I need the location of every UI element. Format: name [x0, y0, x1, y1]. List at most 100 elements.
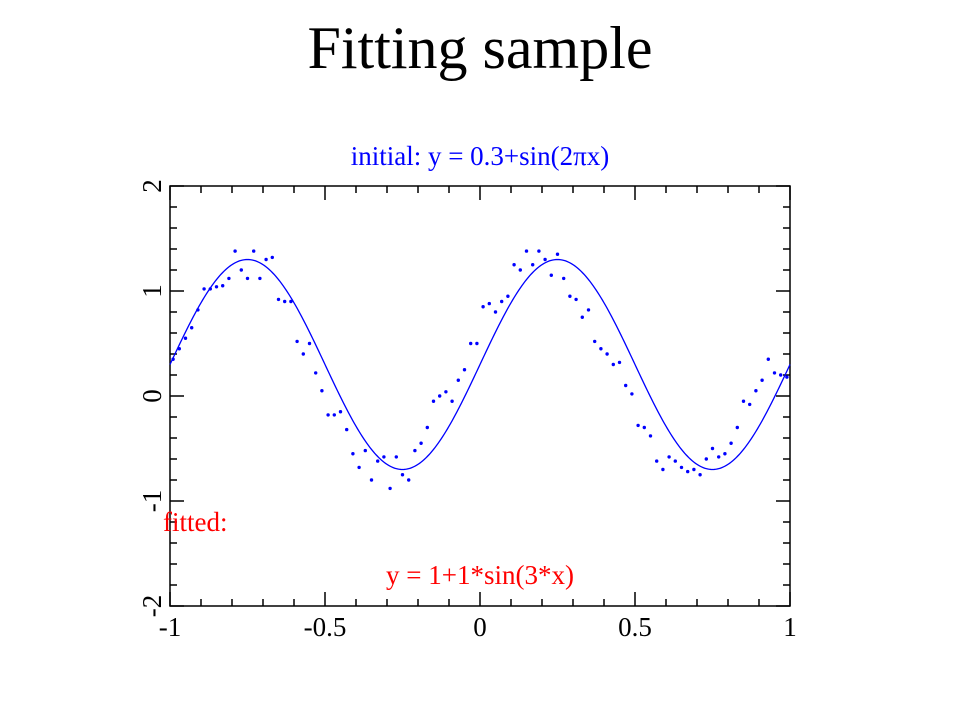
- data-point: [245, 276, 250, 281]
- data-point: [276, 297, 281, 302]
- data-point: [407, 478, 411, 482]
- data-point: [624, 383, 628, 388]
- data-point: [252, 249, 256, 253]
- data-point: [382, 455, 386, 459]
- data-point: [301, 352, 305, 356]
- data-point: [679, 465, 684, 470]
- data-point: [320, 389, 324, 393]
- data-point: [425, 425, 429, 430]
- data-point: [208, 287, 212, 291]
- data-points: [171, 249, 789, 491]
- data-point: [221, 284, 225, 288]
- data-point: [227, 276, 231, 281]
- data-point: [475, 341, 479, 346]
- data-point: [394, 455, 398, 459]
- data-point: [729, 441, 733, 445]
- fitted-label: fitted:: [163, 507, 227, 537]
- data-point: [611, 362, 615, 367]
- data-point: [270, 255, 274, 260]
- data-point: [642, 425, 646, 430]
- data-point: [258, 276, 262, 281]
- data-point: [574, 297, 578, 302]
- data-point: [636, 423, 640, 428]
- data-point: [605, 352, 609, 356]
- data-point: [599, 347, 603, 351]
- data-point: [338, 410, 343, 414]
- data-point: [239, 268, 243, 272]
- data-point: [456, 378, 460, 382]
- data-point: [376, 459, 380, 463]
- page-title: Fitting sample: [308, 15, 653, 81]
- data-point: [531, 263, 535, 267]
- data-point: [438, 394, 442, 398]
- y-tick-label: -1: [137, 490, 167, 513]
- data-point: [562, 276, 566, 281]
- data-point: [593, 339, 597, 344]
- data-point: [648, 434, 653, 438]
- data-point: [431, 399, 436, 403]
- data-point: [704, 457, 708, 461]
- data-point: [667, 455, 671, 459]
- data-point: [518, 268, 522, 272]
- data-point: [760, 378, 764, 382]
- data-point: [568, 294, 572, 298]
- data-point: [196, 308, 200, 312]
- data-point: [772, 371, 777, 375]
- initial-curve: [169, 258, 791, 471]
- data-point: [289, 299, 293, 304]
- x-tick-label: -1: [159, 612, 182, 642]
- data-point: [419, 441, 423, 445]
- fitted-formula: y = 1+1*sin(3*x): [386, 560, 574, 590]
- data-point: [400, 473, 405, 477]
- data-point: [617, 360, 622, 365]
- data-point: [543, 257, 547, 262]
- x-tick-label: 1: [783, 612, 797, 642]
- data-point: [735, 425, 739, 430]
- data-point: [580, 315, 584, 319]
- data-point: [214, 285, 219, 289]
- data-point: [183, 336, 188, 340]
- data-point: [307, 341, 312, 346]
- x-tick-labels: -1 -0.5 0 0.5 1: [159, 612, 797, 642]
- data-point: [698, 473, 702, 477]
- data-point: [332, 413, 336, 417]
- data-point: [345, 427, 349, 432]
- data-point: [314, 371, 318, 375]
- data-point: [549, 273, 553, 277]
- data-point: [710, 446, 715, 451]
- data-point: [512, 263, 516, 267]
- data-point: [673, 459, 677, 463]
- data-point: [779, 373, 783, 377]
- x-tick-label: 0.5: [618, 612, 652, 642]
- data-point: [686, 469, 690, 474]
- data-point: [283, 299, 287, 304]
- data-point: [202, 287, 206, 291]
- data-point: [586, 308, 591, 312]
- data-point: [171, 357, 175, 361]
- data-point: [295, 339, 299, 344]
- data-point: [413, 448, 417, 453]
- data-point: [264, 257, 268, 262]
- data-point: [326, 413, 330, 417]
- data-point: [462, 368, 467, 372]
- x-tick-label: -0.5: [304, 612, 347, 642]
- data-point: [537, 249, 541, 253]
- data-point: [493, 310, 498, 314]
- data-point: [754, 389, 758, 393]
- y-tick-labels: -2 -1 0 1 2: [137, 179, 167, 617]
- data-point: [524, 249, 529, 253]
- data-point: [723, 452, 727, 456]
- data-point: [500, 299, 504, 304]
- data-point: [363, 448, 367, 453]
- y-tick-label: 0: [137, 389, 167, 403]
- data-point: [741, 399, 746, 403]
- data-point: [748, 402, 752, 407]
- tick-marks: [169, 185, 791, 607]
- y-tick-label: 1: [137, 284, 167, 298]
- data-point: [233, 249, 237, 253]
- data-point: [369, 478, 374, 482]
- data-point: [692, 467, 696, 472]
- data-point: [357, 465, 361, 470]
